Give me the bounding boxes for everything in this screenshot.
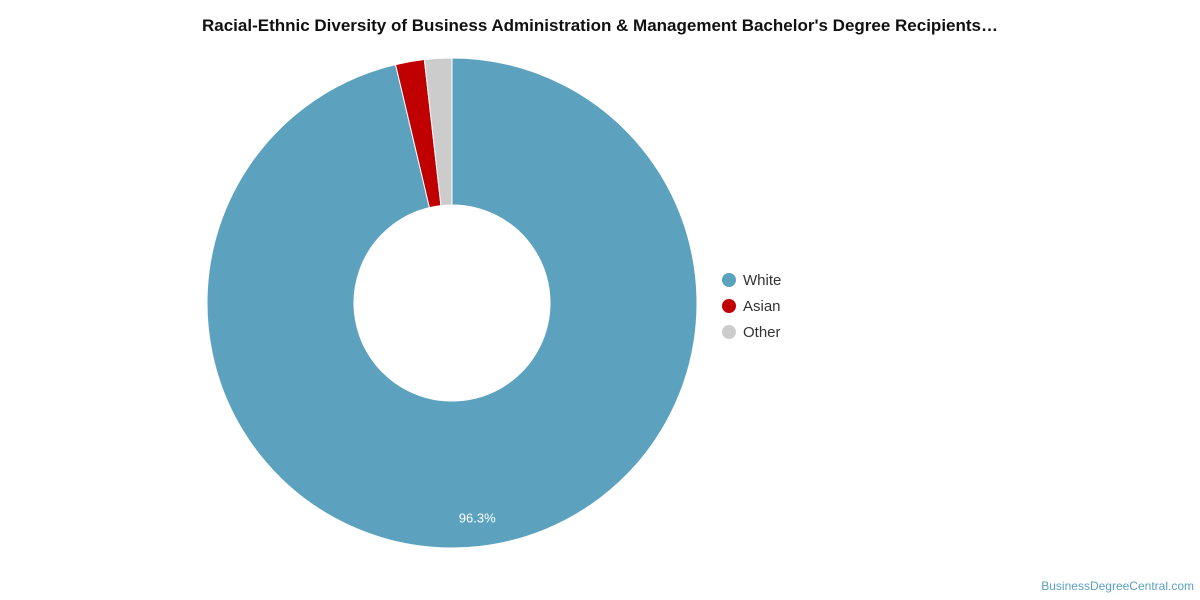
legend-label-white: White (743, 271, 782, 289)
chart-legend: White Asian Other (722, 267, 781, 345)
source-credit[interactable]: BusinessDegreeCentral.com (1041, 579, 1194, 593)
chart-title: Racial-Ethnic Diversity of Business Admi… (201, 16, 998, 35)
legend-swatch-other (722, 325, 736, 339)
legend-item-white[interactable]: White (722, 267, 781, 293)
legend-label-asian: Asian (743, 297, 781, 315)
data-label-white: 96.3% (459, 510, 496, 525)
donut-slice-white[interactable] (206, 57, 698, 549)
legend-item-other[interactable]: Other (722, 319, 781, 345)
donut-slice-other[interactable] (423, 57, 453, 207)
legend-swatch-asian (722, 299, 736, 313)
legend-item-asian[interactable]: Asian (722, 293, 781, 319)
legend-label-other: Other (743, 323, 781, 341)
legend-swatch-white (722, 273, 736, 287)
